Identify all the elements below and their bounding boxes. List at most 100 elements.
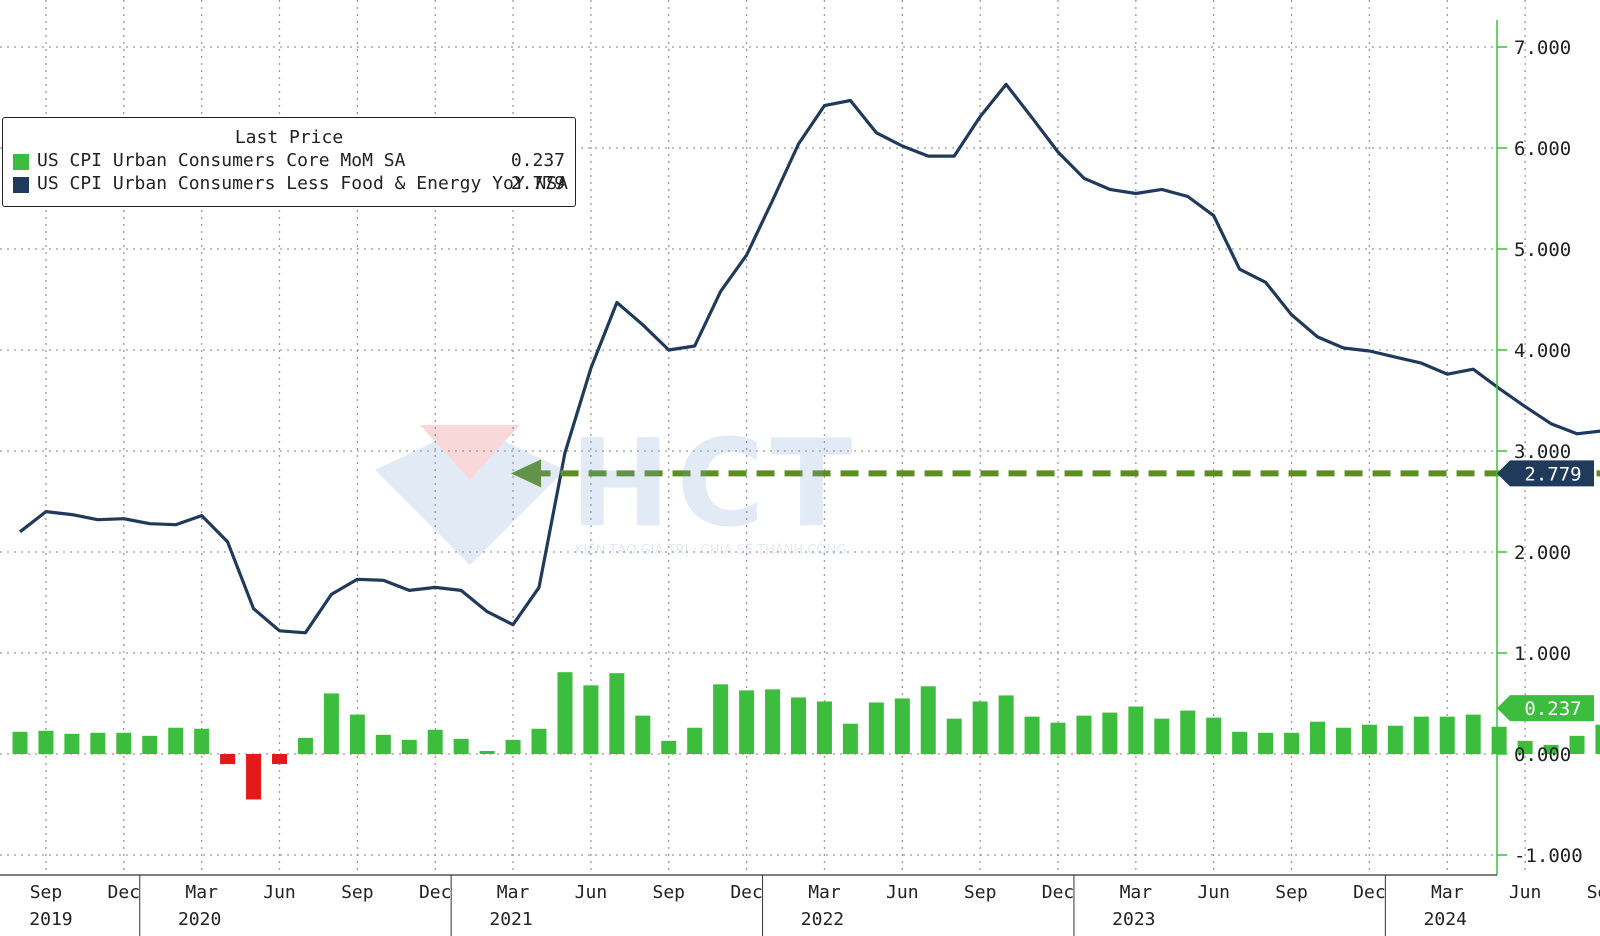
bar — [1387, 725, 1403, 754]
bar — [1284, 732, 1300, 754]
bar — [1024, 716, 1040, 754]
last-value-label: 0.237 — [1524, 698, 1581, 720]
bar — [635, 715, 651, 754]
y-axis: 7.000 6.000 5.000 4.000 3.000 2.000 1.000 0.000… — [1496, 20, 1594, 875]
bar — [998, 695, 1014, 754]
last-value-flag — [1497, 460, 1594, 487]
bar — [1361, 724, 1377, 754]
bar — [323, 693, 339, 754]
x-tick-label: Mar — [1120, 882, 1153, 903]
legend-swatch-navy — [13, 177, 29, 193]
bar — [894, 698, 910, 754]
x-year-label: 2019 — [29, 909, 72, 930]
bar — [505, 739, 521, 754]
legend-item-label: US CPI Urban Consumers Core MoM SA — [37, 150, 406, 171]
bar — [479, 750, 495, 754]
watermark-logo: HCT KIẾN TẠO GIÁ TRỊ · CHIA SẺ THÀNH CÔN… — [375, 425, 852, 565]
legend-item-value: 2.779 — [510, 173, 565, 194]
bar — [116, 732, 132, 754]
y-tick-label: 4.000 — [1514, 340, 1571, 362]
bar — [1206, 717, 1222, 754]
x-axis: Sep Dec Mar Jun Sep Dec Mar Jun Sep Dec Mar Jun Sep D… — [0, 874, 1600, 936]
legend-item-core-mom: US CPI Urban Consumers Core MoM SA 0.237 — [13, 150, 565, 172]
bar — [1413, 716, 1429, 754]
x-tick-label: Dec — [108, 882, 141, 903]
y-tick-label: 1.000 — [1514, 643, 1571, 665]
bar — [868, 702, 884, 754]
bar — [713, 684, 729, 754]
bar — [920, 686, 936, 754]
bar — [1517, 740, 1533, 754]
bar — [1102, 712, 1118, 754]
x-tick-label: Mar — [808, 882, 841, 903]
bar — [1076, 715, 1092, 754]
y-tick-label: 6.000 — [1514, 138, 1571, 160]
x-tick-label: Jun — [1509, 882, 1542, 903]
x-year-label: 2024 — [1424, 909, 1467, 930]
y-tick-label: 5.000 — [1514, 239, 1571, 261]
bar — [816, 701, 832, 754]
bar — [557, 672, 573, 754]
bar — [90, 732, 106, 754]
x-tick-label: Jun — [886, 882, 919, 903]
x-tick-label: Jun — [263, 882, 296, 903]
x-year-label: 2023 — [1112, 909, 1155, 930]
x-tick-label: Mar — [185, 882, 218, 903]
bar — [453, 738, 469, 754]
y-tick-label: 0.000 — [1514, 744, 1571, 766]
y-tick-label: 3.000 — [1514, 441, 1571, 463]
x-tick-label: Sep — [652, 882, 685, 903]
bar — [1050, 722, 1066, 754]
bar — [1180, 710, 1196, 754]
bar — [739, 690, 755, 754]
line-series-core-yoy — [19, 82, 1600, 635]
bar — [246, 754, 262, 800]
bar — [1335, 727, 1351, 754]
legend-title: Last Price — [234, 127, 344, 148]
x-tick-label: Dec — [419, 882, 452, 903]
bar — [427, 729, 443, 754]
bar — [168, 727, 184, 754]
x-tick-label: Sep — [1587, 882, 1600, 903]
bar — [220, 754, 236, 765]
legend: Last Price US CPI Urban Consumers Core M… — [2, 117, 576, 207]
x-tick-label: Sep — [964, 882, 997, 903]
bar — [791, 697, 806, 754]
legend-item-value: 0.237 — [510, 150, 565, 171]
x-tick-label: Mar — [1431, 882, 1464, 903]
diamond-logo-icon — [375, 425, 565, 565]
bar — [1465, 714, 1481, 754]
bar — [1232, 731, 1248, 754]
x-tick-label: Sep — [1275, 882, 1308, 903]
arrow-head-icon — [511, 459, 542, 488]
bar — [12, 731, 28, 754]
x-year-label: 2021 — [489, 909, 532, 930]
bar — [401, 739, 417, 754]
x-year-label: 2022 — [801, 909, 844, 930]
x-tick-label: Dec — [1353, 882, 1386, 903]
series-line — [19, 82, 1600, 635]
x-tick-label: Sep — [341, 882, 374, 903]
x-tick-label: Jun — [575, 882, 608, 903]
bar — [1595, 724, 1600, 754]
bar — [1569, 735, 1585, 754]
last-value-flag — [1497, 695, 1594, 722]
bar — [842, 723, 858, 754]
y-tick-label: 7.000 — [1514, 37, 1571, 59]
bar — [142, 735, 158, 754]
annotation-arrow — [511, 459, 1600, 488]
watermark-text: HCT — [570, 415, 859, 554]
legend-item-core-yoy: US CPI Urban Consumers Less Food & Energ… — [13, 173, 568, 195]
x-tick-label: Jun — [1197, 882, 1230, 903]
bar — [297, 737, 313, 754]
bar — [1310, 721, 1325, 754]
bar — [1543, 744, 1559, 754]
bar-series-core-mom — [12, 672, 1600, 800]
legend-swatch-green — [13, 154, 29, 170]
watermark-subtitle: KIẾN TẠO GIÁ TRỊ · CHIA SẺ THÀNH CÔNG — [575, 543, 847, 558]
bar — [531, 728, 547, 754]
y-tick-label: 2.000 — [1514, 542, 1571, 564]
bar — [946, 718, 962, 754]
x-tick-label: Sep — [30, 882, 63, 903]
